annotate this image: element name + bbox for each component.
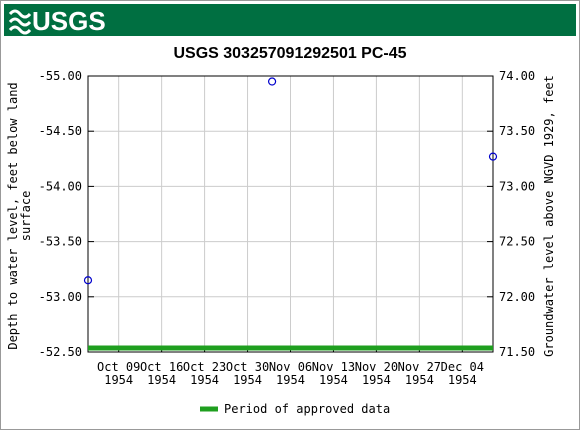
y-tick-label: -52.50 — [39, 345, 82, 359]
data-point — [83, 276, 93, 285]
y2-tick-label: 72.00 — [499, 290, 535, 304]
x-tick-label: Nov 27 — [398, 360, 441, 374]
logo-waves — [8, 9, 32, 35]
y-axis-label: surface — [19, 191, 33, 242]
x-tick-label: 1954 — [190, 373, 219, 387]
y2-tick-label: 71.50 — [499, 345, 535, 359]
y2-axis-label: Groundwater level above NGVD 1929, feet — [542, 75, 556, 357]
x-tick-label: Nov 13 — [312, 360, 355, 374]
x-tick-label: 1954 — [276, 373, 305, 387]
y-tick-label: -53.50 — [39, 235, 82, 249]
y-tick-label: -53.00 — [39, 290, 82, 304]
x-tick-label: Oct 23 — [183, 360, 226, 374]
header-bar — [4, 4, 576, 36]
x-tick-label: Oct 16 — [140, 360, 183, 374]
x-tick-label: 1954 — [448, 373, 477, 387]
data-point — [267, 77, 277, 86]
x-tick-label: 1954 — [233, 373, 262, 387]
x-tick-label: Oct 09 — [97, 360, 140, 374]
x-tick-label: Dec 04 — [441, 360, 484, 374]
x-tick-label: 1954 — [147, 373, 176, 387]
y-tick-label: -54.50 — [39, 124, 82, 138]
x-tick-label: Nov 06 — [269, 360, 312, 374]
logo: USGS — [32, 6, 106, 36]
x-tick-label: Oct 30 — [226, 360, 269, 374]
y2-tick-label: 74.00 — [499, 69, 535, 83]
y2-tick-label: 72.50 — [499, 235, 535, 249]
y2-tick-label: 73.00 — [499, 179, 535, 193]
y-tick-label: -54.00 — [39, 179, 82, 193]
x-tick-label: 1954 — [319, 373, 348, 387]
chart-title: USGS 303257091292501 PC-45 — [173, 45, 406, 62]
x-tick-label: 1954 — [362, 373, 391, 387]
legend-label: Period of approved data — [224, 402, 390, 416]
x-tick-label: 1954 — [405, 373, 434, 387]
data-point — [488, 152, 498, 161]
x-tick-label: 1954 — [104, 373, 133, 387]
y2-tick-label: 73.50 — [499, 124, 535, 138]
x-tick-label: Nov 20 — [355, 360, 398, 374]
y-axis-label: Depth to water level, feet below land — [6, 82, 20, 349]
y-tick-label: -55.00 — [39, 69, 82, 83]
plot-border — [87, 75, 494, 353]
